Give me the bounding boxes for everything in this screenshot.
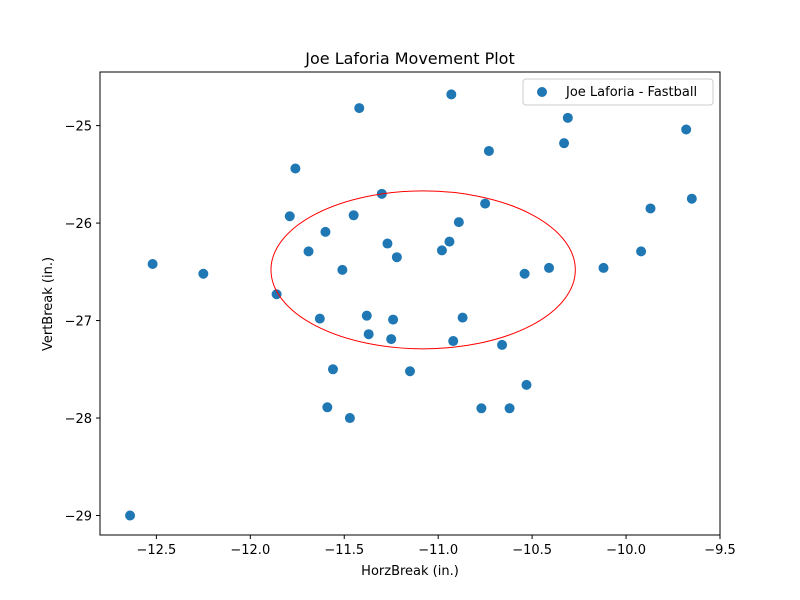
x-axis-ticks: −12.5 −12.0 −11.5 −11.0 −10.5 −10.0 −9.5 xyxy=(136,535,736,558)
data-point xyxy=(681,124,692,135)
data-point xyxy=(327,364,338,375)
legend-box xyxy=(522,78,714,106)
data-point xyxy=(271,289,282,300)
y-axis-ticks: −29 −28 −27 −26 −25 xyxy=(65,120,100,525)
x-axis-label: HorzBreak (in.) xyxy=(361,564,459,579)
data-point xyxy=(480,198,491,209)
data-point xyxy=(483,145,494,156)
data-point xyxy=(562,112,573,123)
y-tick-label: −25 xyxy=(65,120,92,135)
x-tick-label: −11.5 xyxy=(324,543,364,558)
y-tick-label: −26 xyxy=(65,217,92,232)
x-tick-label: −11.0 xyxy=(418,543,458,558)
data-point xyxy=(361,310,372,321)
data-point xyxy=(386,334,397,345)
data-point xyxy=(559,138,570,149)
data-point xyxy=(521,379,532,390)
data-point xyxy=(448,336,459,347)
x-tick-label: −12.5 xyxy=(136,543,176,558)
y-tick-label: −29 xyxy=(65,510,92,525)
data-point xyxy=(636,246,647,257)
data-point xyxy=(645,203,656,214)
x-tick-label: −10.0 xyxy=(606,543,646,558)
legend-label: Joe Laforia - Fastball xyxy=(565,85,697,100)
data-point xyxy=(314,313,325,324)
data-point xyxy=(391,252,402,263)
x-tick-label: −9.5 xyxy=(704,543,736,558)
data-point xyxy=(686,193,697,204)
data-point xyxy=(348,210,359,221)
data-point xyxy=(388,314,399,325)
data-point xyxy=(337,264,348,275)
data-point xyxy=(476,403,487,414)
data-point xyxy=(453,217,464,228)
y-tick-label: −28 xyxy=(65,412,92,427)
x-tick-label: −12.0 xyxy=(230,543,270,558)
data-point xyxy=(284,211,295,222)
data-point xyxy=(436,245,447,256)
data-point xyxy=(457,312,468,323)
data-point xyxy=(519,268,530,279)
y-axis-label: VertBreak (in.) xyxy=(41,257,56,351)
data-point xyxy=(320,226,331,237)
data-point xyxy=(446,89,457,100)
chart-title: Joe Laforia Movement Plot xyxy=(304,49,514,68)
data-point xyxy=(344,413,355,424)
data-point xyxy=(125,510,136,521)
data-point xyxy=(147,259,158,270)
y-tick-label: −27 xyxy=(65,315,92,330)
data-point xyxy=(405,366,415,377)
legend: Joe Laforia - Fastball xyxy=(522,78,714,106)
data-point xyxy=(497,339,508,350)
legend-marker xyxy=(537,87,547,97)
data-point xyxy=(544,262,555,273)
axes-frame xyxy=(99,71,721,536)
data-point xyxy=(598,262,609,273)
x-tick-label: −10.5 xyxy=(512,543,552,558)
data-point xyxy=(322,402,333,413)
data-point xyxy=(290,163,301,174)
plot-area xyxy=(125,89,697,521)
data-point xyxy=(382,238,393,249)
data-point xyxy=(303,246,314,257)
data-point xyxy=(198,268,209,279)
data-point xyxy=(363,329,374,340)
data-point xyxy=(354,103,365,114)
cluster-ellipse xyxy=(270,190,576,350)
data-point xyxy=(504,403,515,414)
data-point xyxy=(444,236,455,247)
